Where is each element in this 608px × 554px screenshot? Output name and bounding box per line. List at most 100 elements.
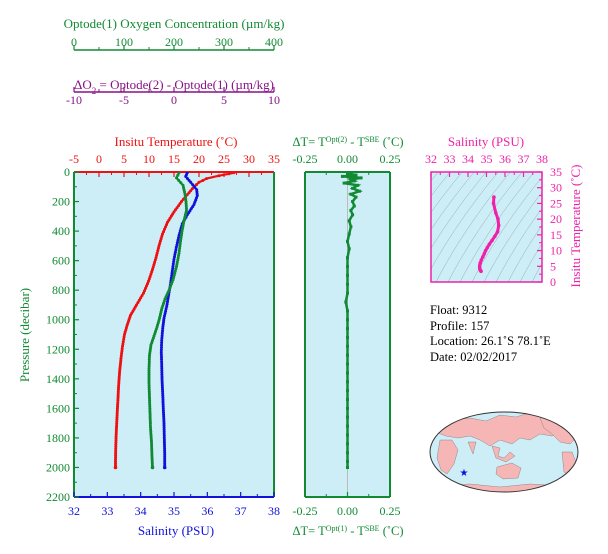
salinity-point: [175, 243, 179, 247]
temperature-point: [122, 335, 126, 339]
salinity-point: [160, 336, 164, 340]
temperature-point: [150, 270, 154, 274]
ts-salinity-axis-tick-label: 34: [462, 152, 474, 166]
salinity-point: [189, 180, 193, 184]
salinity-point: [173, 252, 177, 256]
ts-point: [479, 269, 483, 274]
ts-salinity-axis-tick-label: 37: [518, 152, 530, 166]
oxygen-point: [150, 440, 153, 444]
ts-salinity-axis-tick-label: 35: [481, 152, 493, 166]
delta-o2-axis-tick-label: 10: [268, 93, 280, 107]
oxygen-point: [150, 465, 155, 470]
pressure-axis-tick-label: 1600: [46, 401, 70, 415]
oxygen-point: [148, 400, 152, 404]
salinity-axis-tick-label: 38: [268, 504, 280, 518]
temperature-point: [232, 172, 236, 175]
salinity-point: [162, 430, 166, 434]
temperature-point: [156, 249, 160, 253]
oxygen-point: [148, 413, 152, 417]
salinity-point: [163, 312, 167, 315]
temperature-point: [187, 191, 191, 195]
oxygen-point: [183, 190, 186, 194]
density-contour: [431, 172, 487, 249]
temperature-point: [114, 436, 118, 440]
ts-point: [482, 251, 487, 256]
map-land-eurasia: [434, 412, 563, 447]
delta-t-top-axis-tick-label: 0.00: [337, 152, 358, 166]
salinity-point: [160, 360, 164, 364]
salinity-point: [160, 383, 164, 387]
density-contour: [435, 172, 511, 282]
temperature-point: [205, 177, 208, 181]
salinity-point: [160, 366, 164, 370]
oxygen-point: [184, 206, 188, 210]
density-contour: [431, 172, 499, 270]
ts-temperature-axis-tick-label: 25: [550, 196, 562, 210]
ts-plot-area: [431, 172, 542, 282]
salinity-point: [164, 309, 168, 313]
map-land-australia: [495, 462, 522, 480]
salinity-axis-tick-label: 33: [101, 504, 113, 518]
oxygen-point: [148, 407, 152, 411]
salinity-point: [171, 262, 175, 266]
ts-point: [490, 238, 494, 243]
temperature-point: [161, 232, 164, 236]
salinity-point: [191, 183, 195, 187]
oxygen-point: [154, 330, 157, 333]
salinity-axis-label: Salinity (PSU): [138, 523, 214, 538]
float-location: Location: 26.1˚S 78.1˚E: [430, 334, 551, 348]
salinity-point: [173, 255, 176, 259]
oxygen-point: [184, 200, 188, 203]
density-contour: [519, 243, 542, 282]
salinity-point: [170, 271, 174, 275]
temperature-point: [163, 227, 166, 231]
temperature-point: [154, 256, 158, 260]
oxygen-point: [147, 355, 151, 359]
salinity-point: [159, 348, 163, 352]
salinity-point: [163, 451, 167, 455]
oxygen-point: [178, 242, 182, 246]
temperature-point: [144, 286, 147, 290]
salinity-point: [163, 453, 167, 457]
salinity-point: [161, 327, 165, 331]
ts-point: [485, 245, 490, 250]
oxygen-axis-tick-label: 0: [71, 35, 77, 49]
oxygen-point: [184, 197, 188, 201]
temperature-point: [156, 246, 160, 250]
temperature-point: [181, 197, 185, 201]
salinity-point: [160, 357, 163, 361]
salinity-axis-tick-label: 34: [135, 504, 147, 518]
temperature-axis-tick-label: -5: [69, 152, 79, 166]
oxygen-point: [147, 362, 151, 366]
delta-o2-axis-tick-label: 0: [171, 93, 177, 107]
temperature-point: [174, 208, 177, 212]
temperature-axis-tick-label: 20: [193, 152, 205, 166]
temperature-point: [159, 237, 163, 241]
oxygen-axis-tick-label: 100: [115, 35, 133, 49]
map-land-india: [467, 441, 477, 455]
salinity-point: [161, 398, 165, 402]
salinity-point: [166, 300, 169, 304]
temperature-point: [119, 358, 123, 362]
temperature-axis-tick-label: 0: [96, 152, 102, 166]
main-plot-area: [74, 172, 274, 497]
temperature-point: [227, 172, 231, 176]
temperature-point: [178, 202, 182, 206]
salinity-point: [160, 371, 164, 374]
salinity-point: [160, 334, 164, 338]
ts-point: [479, 258, 484, 262]
salinity-point: [175, 241, 179, 245]
salinity-point: [160, 362, 164, 366]
temperature-point: [120, 349, 124, 353]
salinity-point: [176, 238, 180, 242]
pressure-axis-tick-label: 200: [52, 195, 70, 209]
delta-o2-axis: ΔO2 = Optode(2) - Optode(1) (µm/kg) -10 -…: [66, 77, 280, 107]
oxygen-point: [178, 244, 182, 248]
oxygen-point: [147, 364, 151, 368]
ts-salinity-axis-tick-label: 36: [499, 152, 511, 166]
temperature-point: [146, 282, 149, 286]
float-info-block: Float: 9312 Profile: 157 Location: 26.1˚…: [430, 303, 551, 365]
temperature-point: [160, 234, 164, 238]
